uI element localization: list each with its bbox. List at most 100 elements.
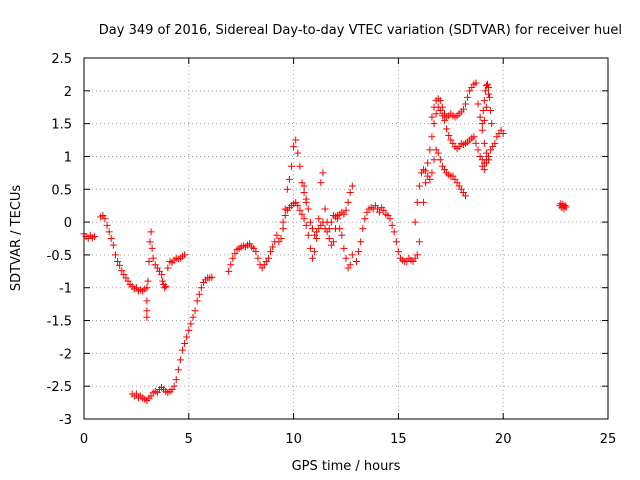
data-point xyxy=(304,231,312,239)
data-point xyxy=(302,221,310,229)
data-point xyxy=(185,326,193,334)
data-point xyxy=(476,113,484,121)
data-point xyxy=(470,133,478,141)
data-point xyxy=(254,254,262,262)
data-point xyxy=(300,189,308,197)
data-point xyxy=(103,221,111,229)
data-point xyxy=(149,254,157,262)
data-point xyxy=(474,146,482,154)
data-point xyxy=(105,228,113,236)
data-point xyxy=(482,159,490,167)
data-point xyxy=(438,103,446,111)
x-tick-label: 0 xyxy=(80,432,88,447)
data-point xyxy=(143,313,151,321)
data-point xyxy=(267,248,275,256)
data-point xyxy=(480,116,488,124)
data-point xyxy=(319,169,327,177)
x-tick-label: 25 xyxy=(600,432,617,447)
data-point xyxy=(480,139,488,147)
y-tick-labels: -3 -2.5 -2 -1.5 -1 -0.5 0 0.5 1 1.5 2 2.5 xyxy=(47,52,72,428)
data-point xyxy=(376,208,384,216)
data-point xyxy=(386,215,394,223)
data-point xyxy=(176,356,184,364)
data-point xyxy=(436,97,444,105)
data-point xyxy=(482,103,490,111)
data-point xyxy=(483,80,491,88)
data-point xyxy=(491,139,499,147)
y-tick-label: 0 xyxy=(64,216,72,231)
data-point xyxy=(426,146,434,154)
data-point xyxy=(413,198,421,206)
data-point xyxy=(118,267,126,275)
data-point xyxy=(323,218,331,226)
data-point xyxy=(430,120,438,128)
data-point xyxy=(181,251,189,259)
data-point xyxy=(443,125,451,133)
data-point xyxy=(325,225,333,233)
data-point xyxy=(308,254,316,262)
data-point xyxy=(189,313,197,321)
data-point xyxy=(308,225,316,233)
data-point xyxy=(461,192,469,200)
data-point xyxy=(132,390,140,398)
data-point xyxy=(336,225,344,233)
data-point xyxy=(486,93,494,101)
data-point xyxy=(148,244,156,252)
y-tick-label: 2 xyxy=(64,85,72,100)
y-tick-label: 1 xyxy=(64,150,72,165)
x-tick-labels: 0 5 10 15 20 25 xyxy=(80,432,616,447)
data-point xyxy=(279,218,287,226)
data-point xyxy=(116,261,124,269)
data-point xyxy=(111,251,119,259)
x-tick-label: 5 xyxy=(185,432,193,447)
data-point xyxy=(361,215,369,223)
data-point xyxy=(90,233,98,241)
data-point xyxy=(422,179,430,187)
data-point xyxy=(147,228,155,236)
data-point xyxy=(225,267,233,275)
y-tick-label: 2.5 xyxy=(51,52,72,67)
plot-frame xyxy=(83,57,609,420)
data-point xyxy=(317,179,325,187)
data-point xyxy=(432,110,440,118)
y-tick-label: 1.5 xyxy=(51,118,72,133)
data-point xyxy=(164,264,172,272)
data-point xyxy=(143,297,151,305)
data-point xyxy=(300,182,308,190)
data-point xyxy=(359,225,367,233)
data-point xyxy=(479,107,487,115)
data-point xyxy=(478,126,486,134)
x-axis-label: GPS time / hours xyxy=(292,459,401,474)
data-point xyxy=(145,257,153,265)
data-point xyxy=(346,261,354,269)
data-point xyxy=(107,235,115,242)
y-tick-label: 0.5 xyxy=(51,183,72,198)
data-point xyxy=(300,215,308,223)
data-point xyxy=(195,290,203,298)
data-point xyxy=(487,107,495,115)
data-point xyxy=(114,257,122,265)
y-tick-label: -2 xyxy=(59,347,72,362)
data-point xyxy=(296,206,304,214)
data-point xyxy=(252,248,260,256)
data-point xyxy=(283,185,291,193)
data-point xyxy=(342,206,350,214)
data-point xyxy=(485,152,493,160)
data-point xyxy=(146,238,154,246)
data-point xyxy=(344,198,352,206)
data-point xyxy=(277,235,285,242)
data-point xyxy=(474,100,482,108)
data-point xyxy=(428,169,436,177)
data-point xyxy=(170,382,178,390)
data-point xyxy=(481,87,489,95)
data-point xyxy=(183,333,191,341)
data-point xyxy=(329,238,337,246)
data-point xyxy=(158,271,166,279)
data-point xyxy=(562,203,570,211)
y-tick-label: -3 xyxy=(59,413,72,428)
data-point xyxy=(311,248,319,256)
tick-marks xyxy=(83,57,609,420)
data-point xyxy=(162,282,170,290)
y-axis-label: SDTVAR / TECUs xyxy=(9,185,24,292)
data-point xyxy=(306,218,314,226)
